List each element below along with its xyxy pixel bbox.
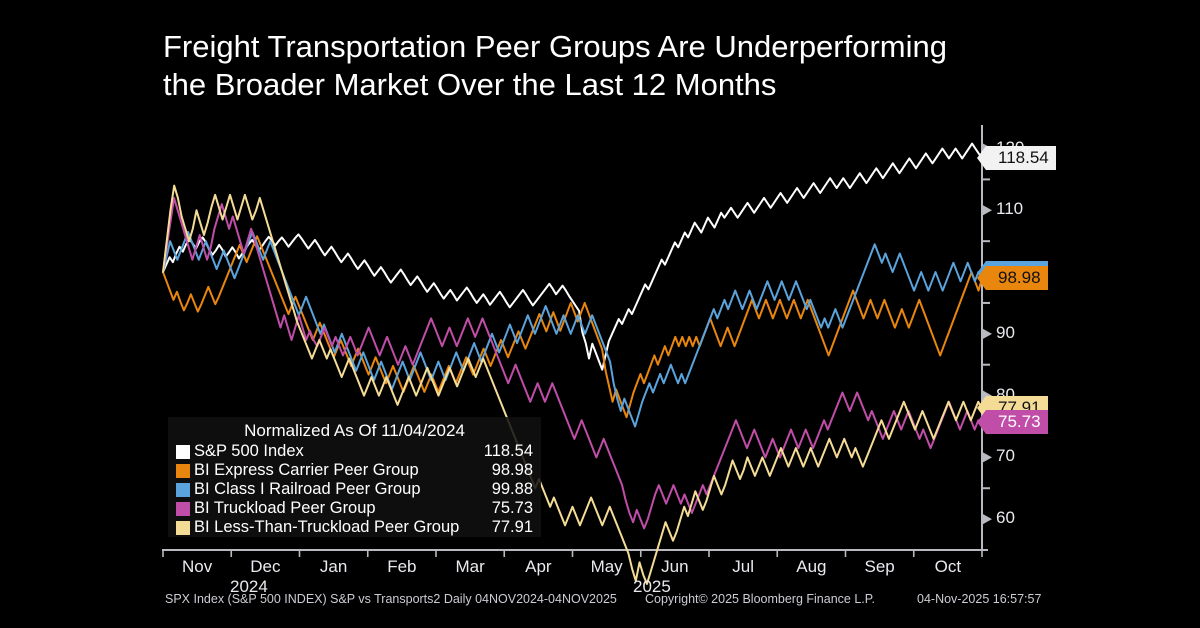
x-axis-tick-label: Jan [319, 557, 348, 576]
x-axis-tick-label: Sep [864, 557, 895, 576]
value-badge: 75.73 [977, 409, 1048, 434]
legend-item-value: 75.73 [491, 499, 533, 517]
legend-item: BI Class I Railroad Peer Group 99.88 [176, 480, 533, 499]
badge-pointer-icon [977, 266, 986, 291]
legend-color-swatch [176, 520, 190, 535]
series-line [162, 184, 983, 585]
badge-pointer-icon [977, 145, 986, 170]
legend-rows: S&P 500 Index 118.54 BI Express Carrier Pe… [176, 442, 533, 537]
legend-item: S&P 500 Index 118.54 [176, 442, 533, 461]
x-axis-tick-label: May [590, 557, 623, 576]
legend-color-swatch [176, 463, 190, 478]
x-axis-tick-label: Mar [455, 557, 485, 576]
x-axis-tick-label: Aug [796, 557, 827, 576]
footer-copyright: Copyright© 2025 Bloomberg Finance L.P. [645, 592, 875, 606]
x-axis-tick-label: Nov [182, 557, 213, 576]
legend-item-value: 118.54 [483, 442, 533, 460]
footer-security-description: SPX Index (S&P 500 INDEX) S&P vs Transpo… [165, 592, 617, 606]
legend-item: BI Express Carrier Peer Group 98.98 [176, 461, 533, 480]
x-axis-tick-label: Oct [934, 557, 962, 576]
legend-item: BI Truckload Peer Group 75.73 [176, 499, 533, 518]
legend-item-value: 98.98 [491, 461, 533, 479]
legend-item-value: 99.88 [491, 480, 533, 498]
legend-color-swatch [176, 501, 190, 516]
series-line [162, 230, 983, 428]
y-axis-tick-label: 60 [996, 508, 1015, 528]
chart-title-line-2: the Broader Market Over the Last 12 Mont… [163, 67, 777, 102]
chart-legend: Normalized As Of 11/04/2024 S&P 500 Inde… [168, 417, 541, 537]
y-axis-tick-label: 110 [996, 199, 1024, 219]
legend-color-swatch [176, 482, 190, 497]
legend-color-swatch [176, 444, 190, 459]
legend-item-label: S&P 500 Index [194, 442, 304, 460]
x-axis-year-label: 2024 [230, 577, 268, 596]
legend-item-label: BI Class I Railroad Peer Group [194, 480, 421, 498]
legend-item-label: BI Less-Than-Truckload Peer Group [194, 518, 460, 536]
badge-value-text: 98.98 [998, 268, 1041, 288]
footer-timestamp: 04-Nov-2025 16:57:57 [917, 592, 1042, 606]
value-badge: 118.54 [977, 145, 1056, 170]
badge-value-text: 118.54 [998, 147, 1049, 167]
badge-pointer-icon [977, 409, 986, 434]
y-axis-tick-label: 70 [996, 446, 1015, 466]
x-axis-tick-label: Feb [387, 557, 417, 576]
y-axis-tick-label: 90 [996, 322, 1015, 342]
value-badge: 98.98 [977, 266, 1048, 291]
x-axis-tick-label: Dec [250, 557, 281, 576]
series-line [162, 235, 983, 419]
series-line [162, 142, 983, 371]
legend-item-label: BI Express Carrier Peer Group [194, 461, 419, 479]
legend-item: BI Less-Than-Truckload Peer Group 77.91 [176, 518, 533, 537]
badge-value-text: 75.73 [998, 411, 1041, 431]
x-axis-tick-label: Jun [661, 557, 689, 576]
legend-item-value: 77.91 [491, 518, 533, 536]
chart-title-line-1: Freight Transportation Peer Groups Are U… [163, 29, 947, 64]
badge-pointer-icon [977, 396, 986, 421]
legend-heading: Normalized As Of 11/04/2024 [244, 421, 465, 440]
chart-title: Freight Transportation Peer Groups Are U… [163, 28, 1093, 104]
legend-item-label: BI Truckload Peer Group [194, 499, 376, 517]
x-axis-year-label: 2025 [633, 577, 671, 596]
x-axis-tick-label: Apr [525, 557, 552, 576]
series-line [162, 196, 983, 530]
x-axis-tick-label: Jul [732, 557, 754, 576]
